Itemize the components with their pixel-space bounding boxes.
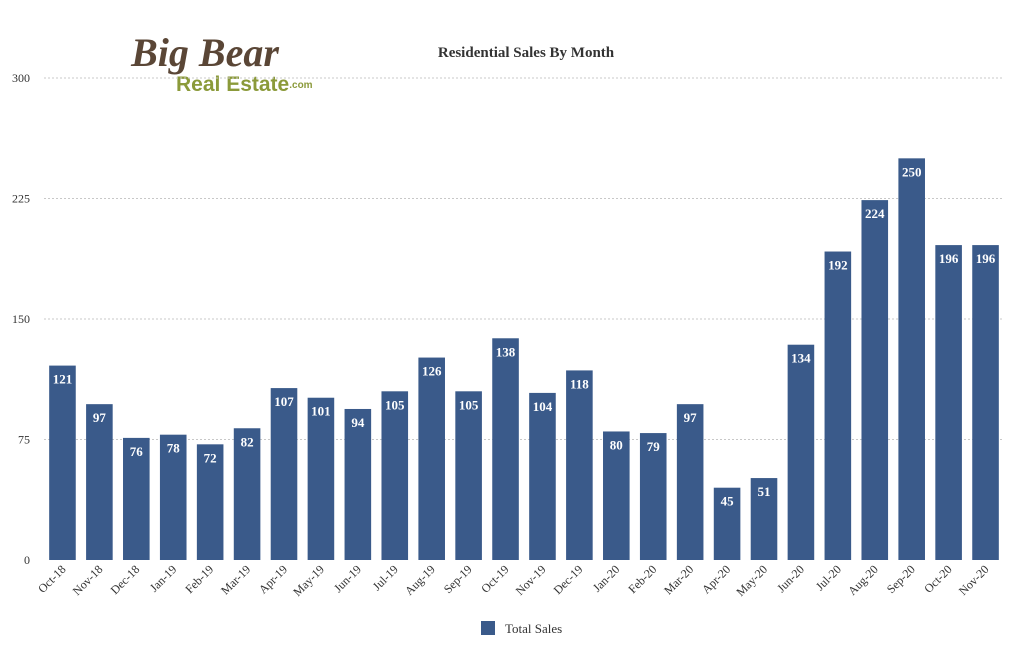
x-tick-label: Oct-18 xyxy=(35,562,68,595)
data-label: 126 xyxy=(422,364,442,379)
y-tick-label: 75 xyxy=(18,433,30,447)
bar xyxy=(307,397,335,560)
x-tick-label: Nov-20 xyxy=(956,562,992,598)
data-label: 72 xyxy=(204,450,217,465)
bar xyxy=(159,434,187,560)
data-label: 192 xyxy=(828,258,848,273)
bar xyxy=(455,391,482,560)
x-tick-label: Jul-20 xyxy=(813,562,844,593)
x-tick-label: Nov-19 xyxy=(513,562,549,598)
y-tick-label: 0 xyxy=(24,553,30,567)
data-label: 134 xyxy=(791,351,811,366)
bar xyxy=(233,428,261,560)
bar xyxy=(603,431,630,560)
x-tick-label: May-20 xyxy=(733,562,770,599)
x-tick-label: May-19 xyxy=(290,562,327,599)
data-label: 97 xyxy=(684,410,698,425)
x-tick-label: Apr-19 xyxy=(256,562,290,596)
data-label: 51 xyxy=(758,484,771,499)
data-label: 76 xyxy=(130,444,144,459)
logo-line2: Real Estate.com xyxy=(176,73,313,96)
x-tick-label: Sep-19 xyxy=(441,562,475,596)
data-label: 196 xyxy=(939,251,959,266)
data-label: 97 xyxy=(93,410,107,425)
x-tick-label: Aug-19 xyxy=(402,562,438,598)
bar xyxy=(49,365,76,560)
x-axis: Oct-18 Nov-18 Dec-18 Jan-19 Feb-19 Mar-19 Apr-… xyxy=(35,562,992,599)
bar xyxy=(898,158,925,561)
bar xyxy=(566,370,593,560)
x-tick-label: Sep-20 xyxy=(884,562,918,596)
bars: 121 97 76 78 72 82 107 101 94 105 126 105 138 104 118 8… xyxy=(49,158,999,561)
data-label: 121 xyxy=(53,372,73,387)
bar xyxy=(861,200,889,560)
data-label: 138 xyxy=(496,344,516,359)
bar xyxy=(824,251,852,560)
bar xyxy=(196,444,224,560)
data-label: 105 xyxy=(459,397,479,412)
x-tick-label: Jul-19 xyxy=(370,562,401,593)
y-axis: 0 75 150 225 300 xyxy=(12,71,30,567)
data-label: 82 xyxy=(241,434,254,449)
data-label: 79 xyxy=(647,439,661,454)
chart-title: Residential Sales By Month xyxy=(438,45,615,61)
legend-label: Total Sales xyxy=(505,621,562,636)
data-label: 101 xyxy=(311,404,331,419)
data-label: 196 xyxy=(976,251,996,266)
bar xyxy=(381,391,409,560)
legend-swatch xyxy=(481,621,495,635)
y-tick-label: 150 xyxy=(12,312,30,326)
logo-line2-main: Real Estate xyxy=(176,73,289,96)
bar xyxy=(750,478,778,560)
data-label: 250 xyxy=(902,164,922,179)
logo: Big Bear Real Estate.com xyxy=(130,30,313,96)
bar xyxy=(270,388,298,560)
x-tick-label: Mar-19 xyxy=(218,562,253,597)
data-label: 45 xyxy=(721,494,735,509)
bar xyxy=(418,357,445,560)
bar xyxy=(935,245,962,561)
legend: Total Sales xyxy=(481,621,562,636)
x-tick-label: Apr-20 xyxy=(699,562,733,596)
data-label: 78 xyxy=(167,441,181,456)
x-tick-label: Feb-20 xyxy=(625,562,659,596)
x-tick-label: Dec-19 xyxy=(551,562,586,597)
bar xyxy=(639,433,667,560)
data-label: 80 xyxy=(610,437,623,452)
data-label: 105 xyxy=(385,397,405,412)
bar xyxy=(86,404,113,560)
data-label: 224 xyxy=(865,206,885,221)
bar xyxy=(344,408,372,560)
x-tick-label: Nov-18 xyxy=(70,562,106,598)
x-tick-label: Jun-20 xyxy=(774,562,807,595)
data-label: 118 xyxy=(570,376,589,391)
data-label: 94 xyxy=(351,415,365,430)
x-tick-label: Feb-19 xyxy=(182,562,216,596)
x-tick-label: Jun-19 xyxy=(331,562,364,595)
data-label: 107 xyxy=(274,394,294,409)
data-label: 104 xyxy=(533,399,553,414)
x-tick-label: Oct-19 xyxy=(478,562,511,595)
x-tick-label: Jan-19 xyxy=(147,562,180,595)
bar xyxy=(713,487,741,560)
y-tick-label: 225 xyxy=(12,192,30,206)
x-tick-label: Oct-20 xyxy=(921,562,954,595)
x-tick-label: Dec-18 xyxy=(108,562,143,597)
x-tick-label: Aug-20 xyxy=(845,562,881,598)
x-tick-label: Mar-20 xyxy=(661,562,696,597)
bar xyxy=(972,245,999,561)
gridlines xyxy=(44,77,1004,440)
bar xyxy=(529,392,556,560)
bar xyxy=(787,344,815,560)
y-tick-label: 300 xyxy=(12,71,30,85)
bar xyxy=(676,404,704,560)
logo-suffix: .com xyxy=(289,80,312,91)
bar xyxy=(123,437,150,560)
x-tick-label: Jan-20 xyxy=(590,562,623,595)
bar xyxy=(492,338,519,560)
logo-line1: Big Bear xyxy=(130,30,279,75)
